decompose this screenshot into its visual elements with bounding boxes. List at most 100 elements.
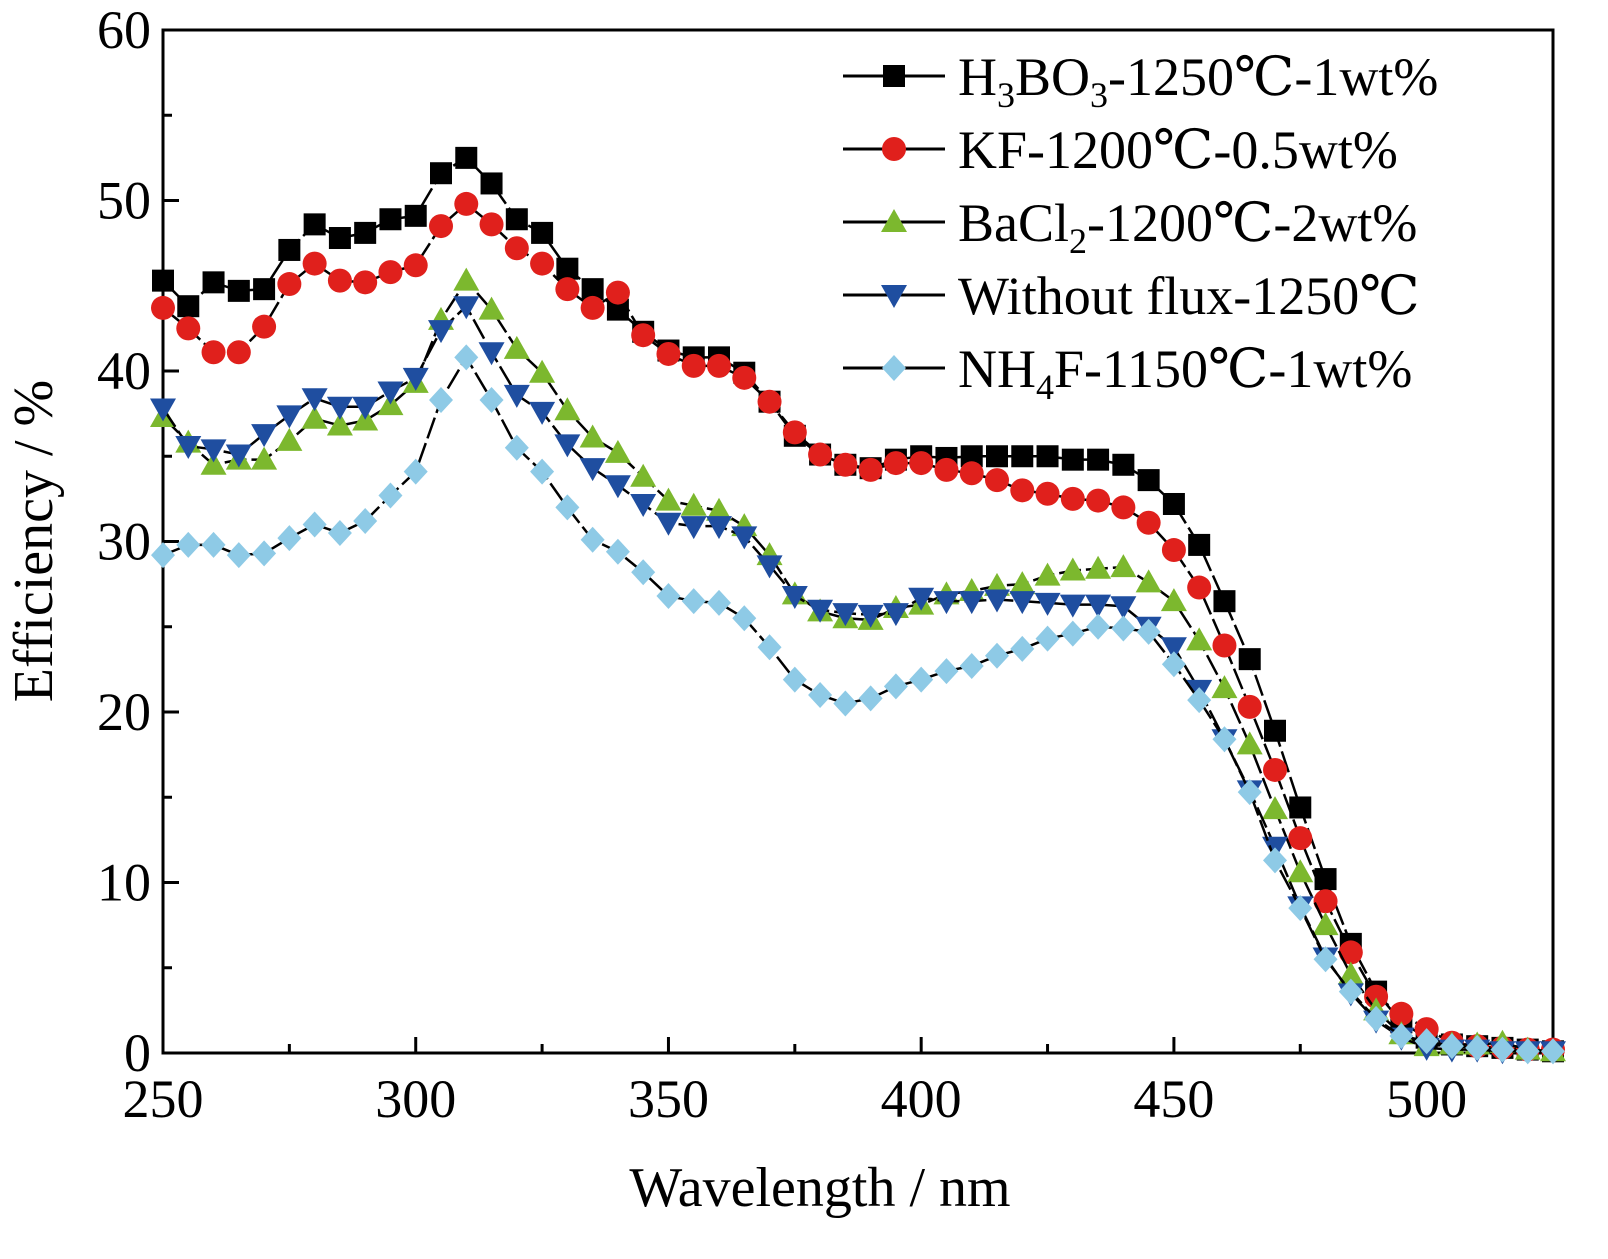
data-point xyxy=(631,323,656,348)
data-point xyxy=(201,531,226,558)
data-point xyxy=(555,494,580,521)
data-point xyxy=(580,526,605,553)
data-point xyxy=(681,588,706,615)
data-point xyxy=(1237,694,1262,719)
data-point xyxy=(454,191,479,216)
data-point xyxy=(455,146,478,169)
data-point xyxy=(480,172,503,195)
data-point xyxy=(252,314,277,339)
data-point xyxy=(1465,1034,1490,1061)
data-point xyxy=(1112,453,1135,476)
data-point xyxy=(352,396,379,420)
data-point xyxy=(430,162,452,185)
data-point xyxy=(1110,554,1137,578)
data-point xyxy=(1085,555,1112,579)
data-point xyxy=(1188,533,1211,556)
data-point xyxy=(1136,510,1161,535)
data-point xyxy=(883,673,908,700)
data-point xyxy=(226,340,251,365)
data-point xyxy=(200,451,227,475)
data-point xyxy=(604,439,631,463)
data-point xyxy=(1439,1033,1464,1060)
y-tick-label: 60 xyxy=(97,0,151,60)
data-point xyxy=(1212,633,1237,658)
y-tick-label: 20 xyxy=(97,682,151,742)
data-point xyxy=(833,690,858,717)
data-point xyxy=(200,439,227,463)
data-point xyxy=(150,398,176,422)
data-point xyxy=(277,525,302,552)
legend: H3BO3-1250℃-1wt%KF-1200℃-0.5wt%BaCl2-120… xyxy=(843,47,1438,407)
data-point xyxy=(1111,495,1136,520)
data-point xyxy=(1111,615,1136,642)
data-point xyxy=(934,457,959,482)
data-point xyxy=(556,257,579,280)
data-point xyxy=(479,212,504,237)
data-point xyxy=(706,516,732,540)
data-point xyxy=(1160,637,1187,661)
data-point xyxy=(959,652,984,679)
data-point xyxy=(985,468,1009,493)
data-point xyxy=(1338,978,1363,1005)
data-point xyxy=(960,445,983,468)
legend-label-part: BO xyxy=(1015,47,1090,107)
data-point xyxy=(175,436,202,460)
data-point xyxy=(252,540,277,567)
data-point xyxy=(732,605,757,632)
x-axis-title: Wavelength / nm xyxy=(629,1157,1010,1219)
legend-label-part: Without flux-1250℃ xyxy=(958,266,1420,326)
data-point xyxy=(1060,620,1085,647)
data-point xyxy=(1009,591,1036,615)
data-point xyxy=(857,604,884,628)
data-point xyxy=(176,531,201,558)
data-point xyxy=(655,487,682,511)
data-point xyxy=(832,603,859,627)
data-point xyxy=(1160,588,1187,612)
data-point xyxy=(1414,1028,1439,1055)
data-point xyxy=(655,512,682,536)
data-point xyxy=(403,253,428,278)
data-point xyxy=(530,251,555,276)
legend-label-part: NH xyxy=(958,339,1036,399)
data-point xyxy=(933,591,960,615)
data-point xyxy=(1086,613,1111,640)
data-point xyxy=(681,353,706,378)
data-point xyxy=(554,434,581,458)
data-point xyxy=(429,214,453,239)
legend-label-part: 4 xyxy=(1036,367,1054,407)
data-point xyxy=(1313,889,1338,914)
data-point xyxy=(782,420,807,445)
data-point xyxy=(1136,618,1161,645)
data-point xyxy=(505,208,528,231)
data-point xyxy=(479,386,504,413)
data-point xyxy=(1009,571,1036,595)
data-point xyxy=(478,342,505,366)
data-point xyxy=(531,221,554,244)
y-tick-label: 0 xyxy=(124,1023,151,1083)
y-tick-label: 50 xyxy=(97,171,151,231)
data-point xyxy=(354,221,377,244)
data-point xyxy=(1034,562,1061,586)
data-point xyxy=(1490,1036,1515,1063)
data-point xyxy=(934,658,959,685)
data-point xyxy=(327,268,352,293)
data-point xyxy=(1060,486,1085,511)
legend-label: H3BO3-1250℃-1wt% xyxy=(958,47,1438,115)
data-point xyxy=(1288,895,1313,922)
data-point xyxy=(177,295,200,318)
data-point xyxy=(1288,826,1313,851)
data-point xyxy=(429,386,453,413)
data-point xyxy=(530,458,555,485)
data-point xyxy=(1212,726,1237,753)
data-point xyxy=(1289,796,1312,819)
data-point xyxy=(630,493,657,517)
data-point xyxy=(756,555,783,579)
data-point xyxy=(580,295,605,320)
data-point xyxy=(1034,592,1061,616)
legend-label: Without flux-1250℃ xyxy=(958,266,1420,326)
data-point xyxy=(883,451,908,476)
x-tick-label: 350 xyxy=(628,1069,709,1129)
data-point xyxy=(453,296,480,320)
data-point xyxy=(353,270,378,295)
